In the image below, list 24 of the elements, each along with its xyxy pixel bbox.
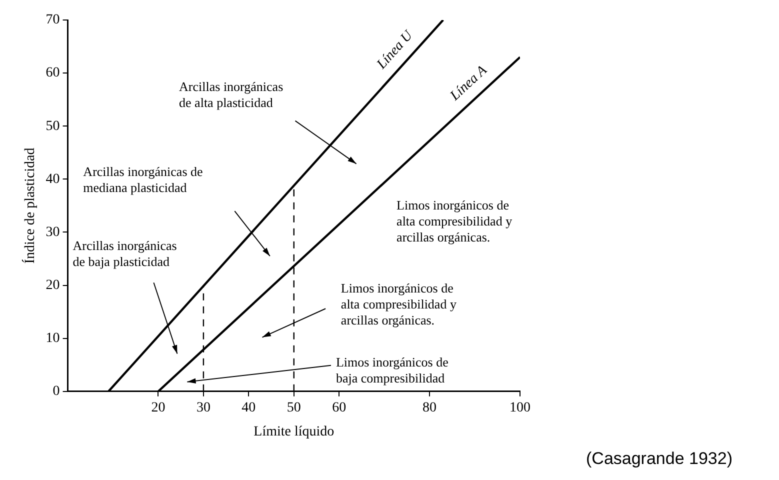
- annotation: Arcillas inorgánicas de alta plasticidad: [179, 78, 284, 110]
- x-tick-label: 30: [196, 400, 210, 416]
- annotation: Limos inorgánicos de baja compresibilidad: [336, 354, 449, 386]
- y-tick-label: 30: [46, 224, 60, 240]
- y-tick-label: 70: [46, 12, 60, 28]
- annotation: Limos inorgánicos de alta compresibilidad y arcillas orgánicas.: [396, 197, 513, 244]
- x-tick-label: 60: [332, 400, 346, 416]
- y-tick-label: 0: [52, 384, 60, 400]
- annotation: Limos inorgánicos de alta compresibilidad y arcillas orgánicas.: [340, 280, 457, 328]
- x-axis-title: Límite líquido: [254, 424, 334, 440]
- x-tick-label: 80: [422, 400, 437, 416]
- y-tick-label: 40: [46, 172, 60, 187]
- annotation: Arcillas inorgánicas de baja plasticidad: [72, 238, 177, 270]
- x-tick-label: 20: [151, 400, 166, 416]
- y-tick-label: 10: [46, 331, 60, 346]
- y-tick-label: 60: [46, 66, 60, 81]
- x-tick-label: 100: [510, 400, 530, 416]
- text: (Casagrande 1932): [586, 449, 732, 468]
- y-tick-label: 50: [46, 118, 60, 134]
- x-tick-label: 50: [286, 400, 301, 416]
- x-tick-label: 40: [242, 400, 256, 416]
- y-tick-label: 20: [46, 278, 60, 293]
- y-axis-title: Índice de plasticidad: [21, 148, 38, 264]
- annotation: Arcillas inorgánicas de mediana plasticidad: [83, 164, 204, 195]
